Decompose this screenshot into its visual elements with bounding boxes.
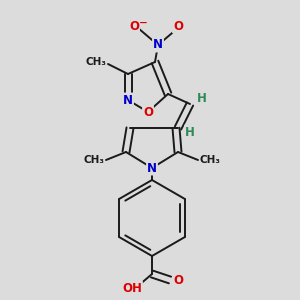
Text: N: N (153, 38, 163, 52)
Text: OH: OH (122, 281, 142, 295)
Text: O: O (173, 274, 183, 286)
Text: O: O (143, 106, 153, 118)
Text: H: H (197, 92, 207, 104)
Text: CH₃: CH₃ (200, 155, 221, 165)
Text: O: O (129, 20, 139, 32)
Text: N: N (147, 161, 157, 175)
Text: CH₃: CH₃ (83, 155, 104, 165)
Text: −: − (139, 18, 147, 28)
Text: N: N (123, 94, 133, 106)
Text: CH₃: CH₃ (85, 57, 106, 67)
Text: H: H (185, 125, 195, 139)
Text: O: O (173, 20, 183, 32)
